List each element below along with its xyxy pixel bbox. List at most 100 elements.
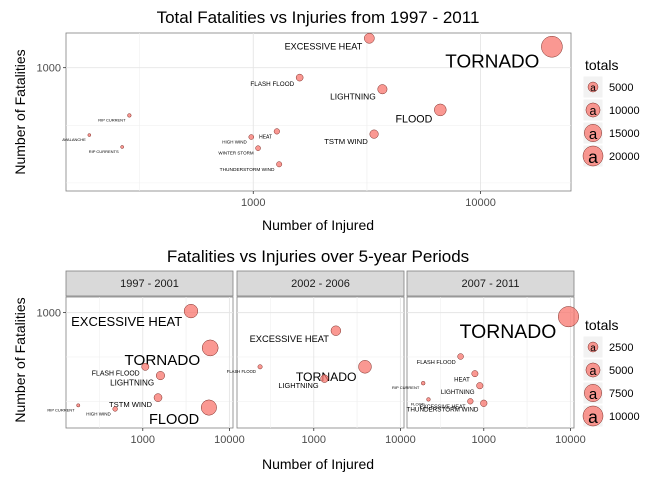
top-legend-glyph: a (589, 126, 598, 143)
facet-2007-2011-x-tick-label: 10000 (555, 434, 586, 446)
facet-2007-2011-point-thunderstorm-wind (480, 399, 488, 407)
facet-1997-2001-point-excessive-heat (183, 304, 199, 319)
facet-2007-2011-point-label-thunderstorm-wind: THUNDERSTORM WIND (407, 407, 479, 414)
top-y-tick-label: 1000 (37, 63, 61, 75)
top-point-flood (434, 103, 447, 117)
facet-2007-2011-point-label-flash-flood: FLASH FLOOD (417, 360, 456, 366)
top-legend-glyph: a (590, 83, 596, 94)
top-chart-title: Total Fatalities vs Injuries from 1997 -… (157, 8, 480, 27)
top-point-winter-storm (255, 145, 261, 151)
top-legend-swatch (582, 145, 604, 167)
top-point-label-heat: HEAT (259, 134, 272, 140)
facet-2007-2011-strip (406, 270, 575, 297)
facet-2007-2011-marks: 1000 10000 TORNADO FLASH FLOOD HEAT LIGHTNING… (392, 297, 586, 446)
facet-1997-2001-point-lightning (155, 371, 165, 381)
top-legend-swatch (584, 124, 602, 142)
top-x-axis-title: Number of Injured (262, 217, 374, 233)
top-point-avalanche (87, 133, 92, 137)
top-point-rip-currents (120, 145, 124, 149)
facet-1997-2001-point-label-high-wind: HIGH WIND (86, 411, 111, 416)
top-point-label-lightning: LIGHTNING (330, 92, 376, 102)
facet-1997-2001-point-tornado (201, 339, 219, 357)
bottom-chart-title: Fatalities vs Injuries over 5-year Perio… (167, 247, 469, 266)
top-legend-title: totals (585, 57, 618, 73)
top-point-tornado (541, 35, 563, 58)
facet-2002-2006-strip-label: 2002 - 2006 (291, 278, 350, 290)
facet-2002-2006-point-label-flash-flood: FLASH FLOOD (227, 369, 256, 374)
bottom-legend-glyph: a (590, 364, 597, 378)
facet-2002-2006-point-flash-flood (257, 364, 263, 370)
top-point-excessive-heat (364, 32, 375, 44)
bottom-legend-swatch (582, 405, 604, 427)
facet-1997-2001-point-label-rip-current: RIP CURRENT (47, 407, 75, 412)
top-point-label-excessive-heat: EXCESSIVE HEAT (285, 41, 363, 51)
top-point-label-tstm-wind: TSTM WIND (324, 137, 368, 146)
top-legend-glyph: a (588, 147, 598, 167)
facet-2007-2011-point-tornado (558, 306, 579, 328)
top-point-flash-flood (295, 73, 304, 82)
facet-2002-2006-x-tick-label: 10000 (385, 434, 416, 446)
top-point-label-avalanche: AVALANCHE (62, 137, 86, 142)
facet-2007-2011-point-label-rip-current: RIP CURRENT (392, 385, 420, 390)
top-y-axis-title: Number of Fatalities (12, 49, 28, 174)
facet-2007-2011-point-flash-flood (457, 353, 464, 360)
top-point-tstm-wind (369, 129, 379, 139)
facet-2007-2011-point-label-heat: HEAT (454, 378, 470, 384)
facet-2007-2011-point-label-tornado: TORNADO (460, 321, 557, 343)
bottom-legend-label: 5000 (609, 365, 633, 377)
facet-1997-2001-x-tick-label: 1000 (131, 434, 155, 446)
top-point-lightning (377, 84, 388, 95)
facet-1997-2001-point-label-tornado: TORNADO (125, 352, 201, 369)
bottom-legend-label: 7500 (609, 388, 633, 400)
facet-2007-2011-point-flood (426, 397, 431, 402)
facet-2007-2011-point-rip-current (421, 381, 426, 386)
top-legend-swatch (585, 102, 601, 118)
top-x-tick-label: 1000 (241, 197, 265, 209)
facet-1997-2001-marks: 1000 10000 1000 EXCESSIVE HEAT TORNADO FLASH … (37, 297, 245, 446)
facet-2007-2011-x-tick-label: 1000 (472, 434, 496, 446)
facet-2002-2006-x-tick-label: 1000 (302, 434, 326, 446)
facet-1997-2001-point-high-wind (112, 406, 118, 412)
bottom-x-axis-title: Number of Injured (262, 456, 374, 472)
bottom-legend-label: 10000 (609, 411, 640, 423)
top-point-label-rip-current: RIP CURRENT (98, 117, 126, 122)
bottom-legend-glyph: a (588, 407, 598, 427)
top-plot-panel (65, 32, 572, 192)
facet-2002-2006-strip (236, 270, 405, 297)
facet-2002-2006-point-label-lightning: LIGHTNING (278, 381, 318, 390)
facet-2007-2011-point-heat (471, 370, 479, 378)
top-legend-glyph: a (590, 104, 597, 118)
facet-2002-2006-point-tornado (358, 360, 372, 374)
bottom-y-axis-title: Number of Fatalities (12, 297, 28, 422)
bottom-legend-label: 2500 (609, 342, 633, 354)
facet-2007-2011-plot-panel (406, 296, 575, 429)
top-point-label-flash-flood: FLASH FLOOD (250, 81, 294, 88)
top-legend-label: 5000 (609, 82, 633, 94)
facet-1997-2001-point-label-flood: FLOOD (149, 412, 199, 428)
top-x-tick-label: 10000 (465, 197, 496, 209)
facet-1997-2001-point-flood (200, 399, 217, 416)
facet-1997-2001-y-tick-label: 1000 (37, 308, 61, 320)
facet-2002-2006-point-label-excessive-heat: EXCESSIVE HEAT (250, 334, 330, 344)
top-legend-label: 20000 (609, 151, 640, 163)
bottom-legend-swatch (585, 362, 601, 378)
top-point-heat (273, 128, 280, 135)
facet-2007-2011-point-label-excessive-heat: EXCESSIVE HEAT (419, 405, 466, 411)
top-legend-label: 15000 (609, 128, 640, 140)
bottom-legend-swatch (584, 384, 602, 402)
top-legend-label: 10000 (609, 105, 640, 117)
top-point-label-tornado: TORNADO (445, 52, 539, 73)
facet-2007-2011-point-lightning (476, 382, 484, 390)
top-point-label-winter-storm: WINTER STORM (218, 151, 253, 156)
facet-1997-2001-point-flash-flood (141, 362, 150, 371)
facet-2002-2006-point-lightning (320, 374, 329, 383)
top-point-rip-current (127, 113, 132, 118)
facet-1997-2001-point-label-flash-flood: FLASH FLOOD (92, 371, 140, 378)
facet-2002-2006-plot-panel (236, 296, 405, 429)
facet-2007-2011-strip-label: 2007 - 2011 (462, 278, 520, 290)
top-legend-swatch (587, 81, 599, 93)
top-point-label-high-wind: HIGH WIND (222, 139, 247, 144)
facet-1997-2001-point-rip-current (76, 403, 81, 408)
